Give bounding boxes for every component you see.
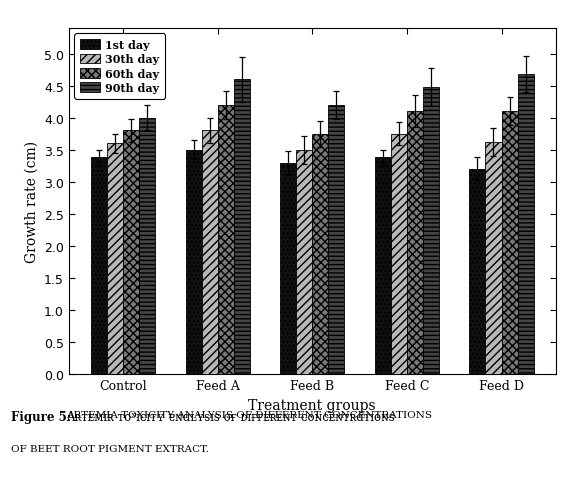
Bar — [423, 88, 439, 374]
Text: Figure 5:: Figure 5: — [11, 410, 72, 423]
Bar — [312, 134, 328, 374]
Bar — [375, 158, 391, 374]
X-axis label: Treatment groups: Treatment groups — [249, 398, 376, 412]
Bar — [501, 112, 517, 374]
Bar — [280, 163, 296, 374]
Bar — [186, 150, 202, 374]
Y-axis label: Growth rate (cm): Growth rate (cm) — [24, 141, 38, 263]
Bar — [91, 158, 107, 374]
Bar — [328, 106, 344, 374]
Bar — [123, 131, 139, 374]
Bar — [139, 119, 155, 374]
Legend: 1st day, 30th day, 60th day, 90th day: 1st day, 30th day, 60th day, 90th day — [74, 35, 165, 99]
Text: OF BEET ROOT PIGMENT EXTRACT.: OF BEET ROOT PIGMENT EXTRACT. — [11, 444, 209, 453]
Bar — [218, 106, 234, 374]
Bar — [407, 112, 423, 374]
Bar — [202, 131, 218, 374]
Text: Aʀᴛᴇᴍɪʀ ᴛᴏˣɪᴄɪᴛʏ ɐɴɑʟʏѕɪѕ ᴏғ ᴅɪғғᴇʀᴇɴᴛ ᴄᴏɴᴄᴇɴᴛʀɑᴛɪᴏɴѕ: Aʀᴛᴇᴍɪʀ ᴛᴏˣɪᴄɪᴛʏ ɐɴɑʟʏѕɪѕ ᴏғ ᴅɪғғᴇʀᴇɴᴛ ᴄ… — [66, 410, 395, 423]
Bar — [391, 134, 407, 374]
Bar — [107, 144, 123, 374]
Bar — [469, 169, 485, 374]
Bar — [296, 150, 312, 374]
Text: ARTEMIA TOXICITY ANALYSIS OF DIFFERENT CONCENTRATIONS: ARTEMIA TOXICITY ANALYSIS OF DIFFERENT C… — [66, 410, 432, 420]
Bar — [234, 80, 250, 374]
Bar — [517, 75, 533, 374]
Bar — [485, 143, 501, 374]
